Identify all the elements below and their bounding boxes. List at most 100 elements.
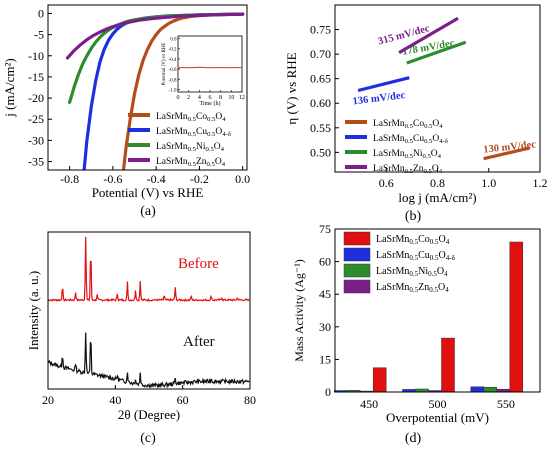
panel-d-xtick-label-1: 500 (429, 397, 447, 411)
panel-d-xlabel: Overpotential (mV) (386, 410, 489, 425)
panel-d-legend-swatch-1 (343, 247, 371, 262)
panel-a-inset-ytick-label-4: -0.8 (169, 78, 177, 83)
panel-b-legend-label-3: LaSrMn0.5Zn0.5O4 (373, 164, 443, 175)
panel-b-fit-line-0 (483, 146, 531, 161)
panel-a-ytick-label-1: -5 (34, 28, 44, 42)
panel-a-inset-line-0 (177, 66, 243, 69)
panel-c-label: (c) (140, 431, 156, 446)
panel-d-label: (d) (405, 431, 422, 446)
panel-d-ytick-label-4: 60 (319, 255, 331, 269)
panel-a-inset-frame (177, 35, 243, 93)
panel-d-ytick-label-1: 15 (319, 352, 331, 366)
panel-c-xtick-label-1: 40 (109, 393, 121, 407)
panel-b-legend-label-1: LaSrMn0.5Cu0.5O4-δ (373, 134, 448, 145)
panel-b-xtick-label-2: 1.0 (481, 176, 496, 190)
panel-a-inset-xlabel: Time (h) (200, 100, 221, 107)
panel-a-inset-xtick-label-2: 4 (198, 95, 201, 101)
panel-a-ylabel: j (mA/cm²) (2, 58, 17, 117)
panel-a-xtick-label-3: -0.2 (190, 172, 209, 186)
panel-c-xlabel: 2θ (Degree) (118, 407, 180, 422)
panel-b-ylabel: η (V) vs RHE (284, 52, 299, 124)
panel-d-xtick-label-0: 450 (360, 397, 378, 411)
panel-b-ytick-label-4: 0.70 (310, 47, 331, 61)
panel-a-inset-xtick-label-1: 2 (187, 95, 190, 101)
panel-a-xtick-label-1: -0.6 (103, 172, 122, 186)
panel-d-legend-label-2: LaSrMn0.5Ni0.5O4 (376, 266, 448, 278)
panel-d-ytick-label-2: 30 (319, 320, 331, 334)
panel-a-inset-xtick-label-5: 10 (228, 95, 234, 101)
panel-b-ytick-label-3: 0.65 (310, 72, 331, 86)
panel-b-ytick-label-1: 0.55 (310, 121, 331, 135)
panel-a-legend-label-3: LaSrMn0.5Zn0.5O4 (156, 157, 226, 168)
panel-d-legend-swatch-3 (343, 279, 371, 294)
panel-a-inset-ytick-label-3: -0.6 (169, 68, 177, 73)
panel-c-xtick-label-3: 80 (244, 393, 256, 407)
panel-d-ytick-label-5: 75 (319, 222, 331, 236)
panel-a-series-line-3 (65, 12, 245, 60)
panel-d-bar-2-2 (483, 386, 498, 393)
panel-a-inset-ytick-label-5: -1.0 (169, 88, 177, 93)
panel-a-plot-frame (47, 4, 248, 171)
panel-d-bar-0-1 (441, 337, 455, 393)
panel-a-inset-xtick-label-0: 0 (177, 95, 180, 101)
panel-c-xtick-label-2: 60 (177, 393, 189, 407)
panel-c-ylabel: Intensity (a. u.) (26, 271, 41, 350)
panel-d-bar-0-2 (509, 241, 524, 393)
panel-b-xtick-label-3: 1.2 (533, 176, 548, 190)
panel-d-bar-0-0 (372, 367, 387, 393)
panel-a-xlabel: Potential (V) vs RHE (92, 185, 204, 200)
panel-a-legend-label-2: LaSrMn0.5Ni0.5O4 (156, 142, 225, 153)
panel-d-xtick-label-2: 550 (497, 397, 515, 411)
panel-c-pattern-after (48, 332, 250, 389)
panel-a-ytick-label-2: -10 (28, 49, 44, 63)
panel-a-xtick-label-0: -0.8 (60, 172, 79, 186)
panel-d-ytick-label-3: 45 (319, 287, 331, 301)
panel-a-ytick-label-5: -25 (28, 112, 44, 126)
panel-a-inset-ytick-label-1: -0.2 (169, 48, 177, 53)
panel-a-inset-xtick-label-6: 12 (239, 95, 245, 101)
panel-b-label: (b) (405, 209, 422, 224)
panel-a-inset-ylabel: Potential (V) vs RHE (162, 43, 167, 86)
panel-b-fit-line-1 (357, 76, 410, 93)
panel-a-inset-xtick-label-4: 8 (219, 95, 222, 101)
panel-a-label: (a) (140, 204, 156, 219)
panel-a-inset-ytick-label-2: -0.4 (169, 58, 177, 63)
panel-d-bar-1-2 (470, 386, 485, 393)
panel-b-xtick-label-0: 0.6 (379, 176, 394, 190)
panel-c-plot-frame (47, 231, 251, 390)
panel-d-legend-swatch-0 (343, 231, 371, 246)
panel-d-ylabel: Mass Activity (Ag⁻¹) (292, 259, 306, 362)
panel-d-legend-label-3: LaSrMn0.5Zn0.5O4 (376, 282, 449, 294)
panel-c-label-before: Before (178, 256, 219, 272)
panel-d-ytick-label-0: 0 (325, 385, 331, 399)
panel-b-ytick-label-0: 0.50 (310, 145, 331, 159)
panel-b-ytick-label-2: 0.60 (310, 96, 331, 110)
panel-d-legend-label-0: LaSrMn0.5Co0.5O4 (376, 234, 450, 246)
panel-a-legend-label-1: LaSrMn0.5Cu0.5O4-δ (156, 127, 231, 138)
panel-a-xtick-label-2: -0.4 (147, 172, 166, 186)
panel-b-ytick-label-5: 0.75 (310, 23, 331, 37)
panel-d-plot-frame (334, 228, 541, 393)
panel-b-annotation-1: 136 mV/dec (352, 90, 406, 107)
panel-b-annotation-0: 130 mV/dec (483, 139, 537, 155)
panel-a-legend-label-0: LaSrMn0.5Co0.5O4 (156, 112, 226, 123)
panel-c-label-after: After (183, 334, 215, 350)
panel-a-ytick-label-0: 0 (38, 6, 44, 20)
panel-b-fit-line-2 (406, 40, 467, 65)
panel-a-ytick-label-7: -35 (28, 155, 44, 169)
panel-b-fit-line-3 (398, 16, 459, 54)
panel-c-pattern-before (48, 236, 250, 302)
panel-a-ytick-label-4: -20 (28, 91, 44, 105)
panel-a-ytick-label-6: -30 (28, 133, 44, 147)
panel-d-legend-swatch-2 (343, 263, 371, 278)
panel-a-inset-ytick-label-0: 0.0 (170, 38, 177, 43)
panel-b-xtick-label-1: 0.8 (430, 176, 445, 190)
panel-a-inset-xtick-label-3: 6 (209, 95, 212, 101)
panel-a-ytick-label-3: -15 (28, 70, 44, 84)
panel-b-legend-label-2: LaSrMn0.5Ni0.5O4 (373, 149, 442, 160)
panel-c-xtick-label-0: 20 (42, 393, 54, 407)
panel-d-legend-label-1: LaSrMn0.5Cu0.5O4-δ (376, 250, 456, 262)
panel-b-legend-label-0: LaSrMn0.5Co0.5O4 (373, 119, 443, 130)
panel-a-xtick-label-4: 0.0 (235, 172, 250, 186)
